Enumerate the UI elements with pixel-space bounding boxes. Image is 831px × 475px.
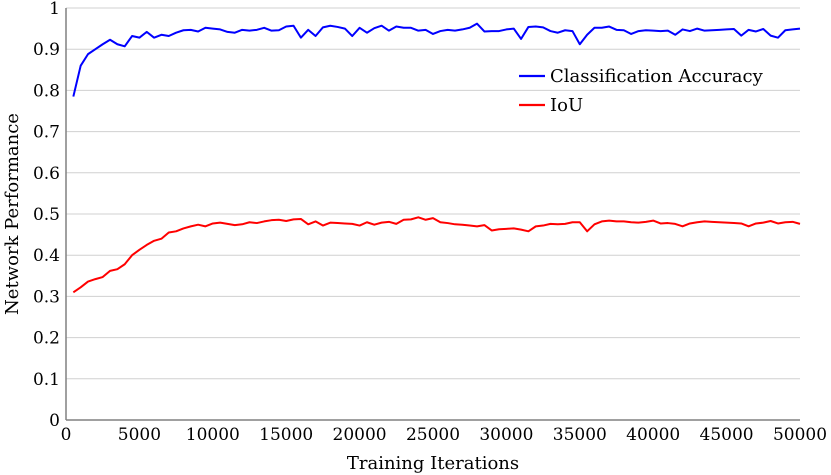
x-tick-label: 45000 [700,425,754,445]
x-tick-label: 40000 [626,425,680,445]
legend: Classification Accuracy IoU [519,66,764,116]
y-tick-label: 1 [49,0,60,19]
x-tick-label: 10000 [186,425,240,445]
series-line-classification-accuracy [72,22,801,97]
x-tick-label: 5000 [118,425,161,445]
gridlines [66,7,800,380]
x-tick-label: 20000 [333,425,387,445]
y-tick-label: 0.8 [33,81,60,101]
y-tick-label: 0.9 [33,40,60,60]
legend-label-classification-accuracy: Classification Accuracy [550,66,764,87]
x-tick-label: 25000 [406,425,460,445]
y-tick-label: 0.4 [33,246,60,266]
y-axis-label: Network Performance [2,113,23,315]
x-tick-label: 50000 [773,425,827,445]
y-tick-label: 0.3 [33,287,60,307]
x-tick-label: 15000 [259,425,313,445]
legend-label-iou: IoU [550,95,583,116]
axes [65,8,800,421]
x-tick-labels: 0 5000 10000 15000 20000 25000 30000 35000 40000… [61,425,827,445]
series-line-iou [72,216,801,294]
y-tick-label: 0.2 [33,329,60,349]
y-tick-labels: 0 0.1 0.2 0.3 0.4 0.5 0.6 0.7 0.8 0.9 1 [33,0,60,431]
series-lines [72,22,801,294]
x-tick-label: 30000 [479,425,533,445]
x-tick-label: 35000 [553,425,607,445]
y-tick-label: 0.6 [33,164,60,184]
x-axis-label: Training Iterations [347,453,519,474]
y-tick-label: 0.7 [33,123,60,143]
y-tick-label: 0.1 [33,370,60,390]
y-tick-label: 0 [49,411,60,431]
x-tick-label: 0 [61,425,72,445]
y-tick-label: 0.5 [33,205,60,225]
